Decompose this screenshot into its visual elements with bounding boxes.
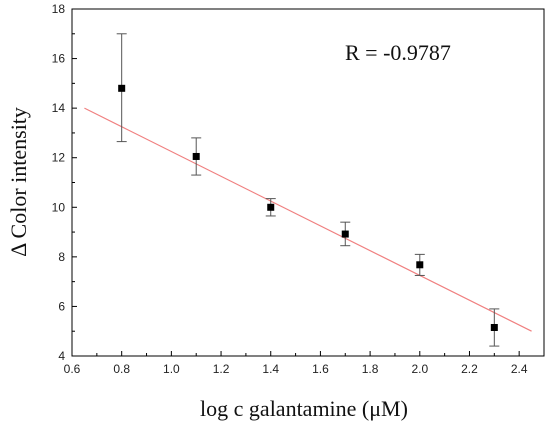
x-tick-label: 1.4 bbox=[262, 362, 279, 376]
y-tick-label: 10 bbox=[52, 200, 66, 214]
y-tick-label: 6 bbox=[58, 299, 65, 313]
x-axis-title: log c galantamine (μM) bbox=[200, 396, 408, 421]
data-point bbox=[267, 203, 275, 211]
y-axis-title: Δ Color intensity bbox=[6, 107, 31, 257]
plot-frame bbox=[71, 8, 545, 357]
y-tick-label: 16 bbox=[52, 52, 66, 66]
y-tick-label: 12 bbox=[52, 151, 66, 165]
axes bbox=[71, 8, 545, 357]
data-point bbox=[490, 323, 498, 331]
r-value-annotation: R = -0.9787 bbox=[345, 40, 451, 65]
error-bars bbox=[116, 33, 500, 347]
y-tick-label: 8 bbox=[58, 250, 65, 264]
ticks: 0.6 0.8 1.0 1.2 1.4 1.6 1.8 2.0 2.2 2.4 4 6 8 10 12 14 1… bbox=[52, 2, 528, 376]
data-point bbox=[416, 261, 424, 269]
x-tick-label: 1.6 bbox=[312, 362, 329, 376]
x-tick-label: 0.8 bbox=[113, 362, 130, 376]
y-tick-label: 14 bbox=[52, 101, 66, 115]
x-tick-label: 1.0 bbox=[163, 362, 180, 376]
x-tick-label: 0.6 bbox=[64, 362, 81, 376]
data-point bbox=[192, 152, 200, 160]
y-tick-label: 4 bbox=[58, 349, 65, 363]
data-points bbox=[118, 84, 498, 331]
x-tick-label: 2.2 bbox=[461, 362, 478, 376]
x-tick-label: 2.4 bbox=[511, 362, 528, 376]
data-point bbox=[341, 230, 349, 238]
y-tick-label: 18 bbox=[52, 2, 66, 16]
data-point bbox=[118, 84, 126, 92]
x-tick-label: 1.8 bbox=[362, 362, 379, 376]
fit-line-layer bbox=[84, 107, 532, 332]
x-tick-label: 1.2 bbox=[213, 362, 230, 376]
x-tick-label: 2.0 bbox=[411, 362, 428, 376]
fit-line bbox=[84, 107, 532, 332]
